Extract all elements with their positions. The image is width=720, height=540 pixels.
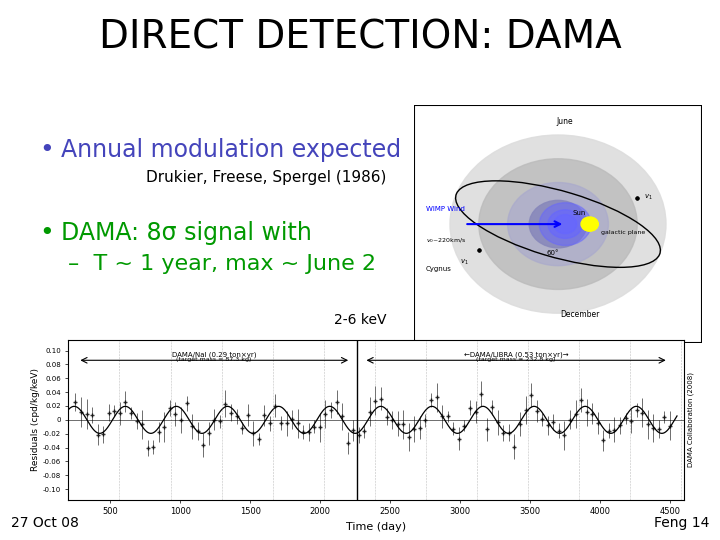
Text: $v_1$: $v_1$ [460, 258, 469, 267]
Circle shape [479, 159, 637, 289]
Text: Feng 14: Feng 14 [654, 516, 709, 530]
Text: (target mass ≈ 232.8 kg): (target mass ≈ 232.8 kg) [477, 357, 556, 362]
Circle shape [548, 210, 582, 238]
Text: June: June [557, 117, 574, 126]
Circle shape [554, 214, 577, 234]
Text: $v_0$~220km/s: $v_0$~220km/s [426, 236, 466, 245]
X-axis label: Time (day): Time (day) [346, 522, 406, 532]
Text: –  T ~ 1 year, max ~ June 2: – T ~ 1 year, max ~ June 2 [68, 254, 377, 274]
Text: Drukier, Freese, Spergel (1986): Drukier, Freese, Spergel (1986) [146, 170, 387, 185]
Text: DAMA: 8σ signal with: DAMA: 8σ signal with [61, 221, 312, 245]
Text: Sun: Sun [572, 210, 586, 216]
Text: 2-6 keV: 2-6 keV [334, 313, 386, 327]
Circle shape [508, 183, 608, 266]
Circle shape [581, 217, 598, 231]
Text: December: December [560, 309, 599, 319]
Text: 27 Oct 08: 27 Oct 08 [11, 516, 78, 530]
Text: Cygnus: Cygnus [426, 266, 451, 272]
Text: ←DAMA/LIBRA (0.53 ton×yr)→: ←DAMA/LIBRA (0.53 ton×yr)→ [464, 351, 568, 357]
Text: DAMA/NaI (0.29 ton×yr): DAMA/NaI (0.29 ton×yr) [171, 351, 256, 357]
Circle shape [539, 202, 591, 246]
Circle shape [421, 111, 695, 337]
Text: $v_1$: $v_1$ [644, 193, 653, 202]
Text: •: • [40, 221, 54, 245]
Text: (target mass = 87.3 kg): (target mass = 87.3 kg) [176, 357, 251, 362]
Y-axis label: Residuals (cpd/kg/keV): Residuals (cpd/kg/keV) [31, 368, 40, 471]
Text: 60°: 60° [546, 250, 559, 256]
Text: WIMP Wind: WIMP Wind [426, 206, 464, 212]
Text: DIRECT DETECTION: DAMA: DIRECT DETECTION: DAMA [99, 19, 621, 57]
Circle shape [450, 135, 666, 313]
Circle shape [529, 200, 587, 248]
Text: Annual modulation expected: Annual modulation expected [61, 138, 401, 161]
Text: galactic plane: galactic plane [601, 230, 645, 235]
Text: •: • [40, 138, 54, 161]
Text: DAMA Collaboration (2008): DAMA Collaboration (2008) [687, 373, 693, 467]
